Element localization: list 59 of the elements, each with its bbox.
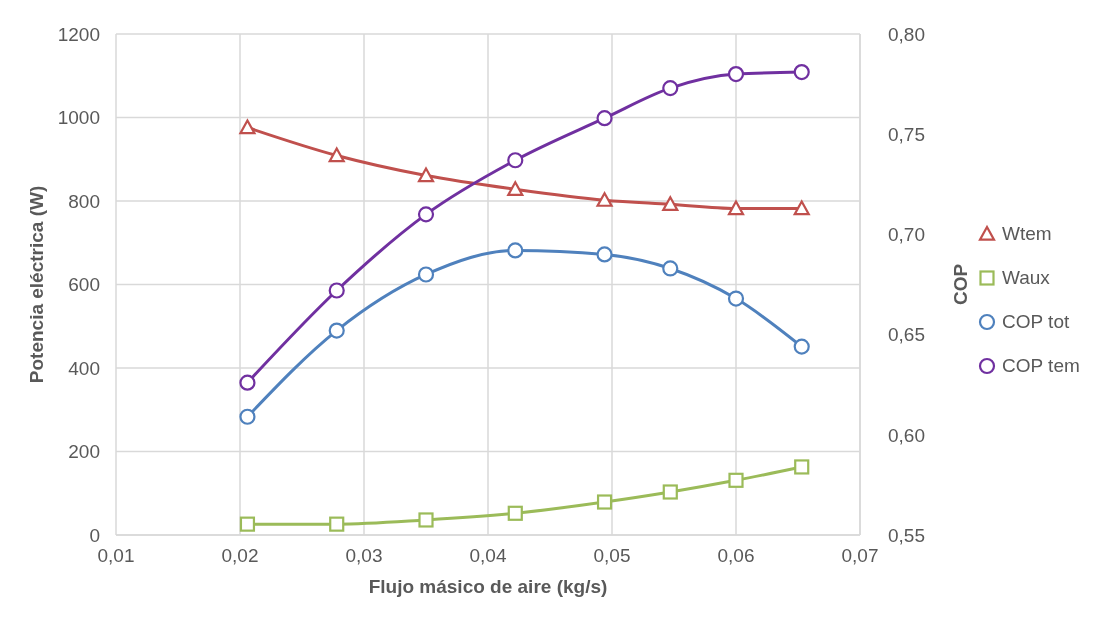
point (728, 472, 744, 488)
legend-label: COP tem (1002, 354, 1080, 377)
point (328, 322, 345, 339)
point (507, 152, 524, 169)
y-axis-title: Potencia eléctrica (W) (25, 185, 47, 384)
point (507, 181, 524, 197)
point (329, 516, 345, 532)
point (727, 290, 745, 307)
point (596, 110, 613, 127)
x-tick-label: 0,01 (97, 545, 135, 567)
point (662, 80, 679, 97)
legend-label: Wtem (1002, 222, 1052, 245)
point (727, 200, 745, 216)
point (239, 119, 256, 135)
y-tick-label: 1200 (57, 23, 100, 45)
point (417, 266, 435, 283)
point (793, 63, 810, 81)
y2-tick-label: 0,80 (888, 23, 925, 45)
y2-tick-label: 0,75 (888, 123, 925, 145)
point (662, 196, 679, 212)
y2-tick-label: 0,55 (888, 524, 925, 546)
y-tick-label: 800 (68, 190, 100, 212)
point (727, 65, 745, 83)
y2-tick-label: 0,70 (888, 224, 925, 246)
point (328, 147, 345, 163)
legend-label: COP tot (1002, 310, 1070, 333)
point (507, 242, 524, 259)
y-tick-label: 0 (89, 524, 100, 546)
point (793, 200, 810, 216)
point (596, 494, 613, 510)
point (662, 484, 678, 500)
y-tick-label: 400 (68, 357, 100, 379)
point (328, 282, 345, 299)
point (417, 167, 435, 183)
x-axis-title: Flujo másico de aire (kg/s) (368, 576, 608, 597)
point (507, 505, 523, 521)
y-tick-label: 600 (68, 274, 100, 296)
y2-tick-label: 0,60 (888, 424, 925, 446)
x-tick-label: 0,06 (717, 545, 755, 567)
y-tick-label: 1000 (57, 107, 100, 129)
point (662, 260, 679, 277)
point (596, 192, 613, 207)
point (418, 512, 434, 528)
y-tick-label: 200 (68, 441, 100, 463)
point (417, 206, 435, 223)
x-tick-label: 0,04 (469, 545, 507, 567)
x-tick-label: 0,03 (345, 545, 383, 567)
y2-axis-title: COP (949, 263, 971, 306)
point (793, 338, 810, 355)
legend-label: Waux (1002, 266, 1050, 289)
x-tick-label: 0,05 (593, 545, 631, 567)
point (596, 246, 613, 263)
x-tick-label: 0,02 (221, 545, 259, 567)
y2-tick-label: 0,65 (888, 324, 925, 346)
point (239, 408, 256, 425)
point (239, 374, 256, 391)
point (794, 459, 810, 475)
x-tick-label: 0,07 (841, 545, 879, 567)
point (239, 516, 256, 532)
